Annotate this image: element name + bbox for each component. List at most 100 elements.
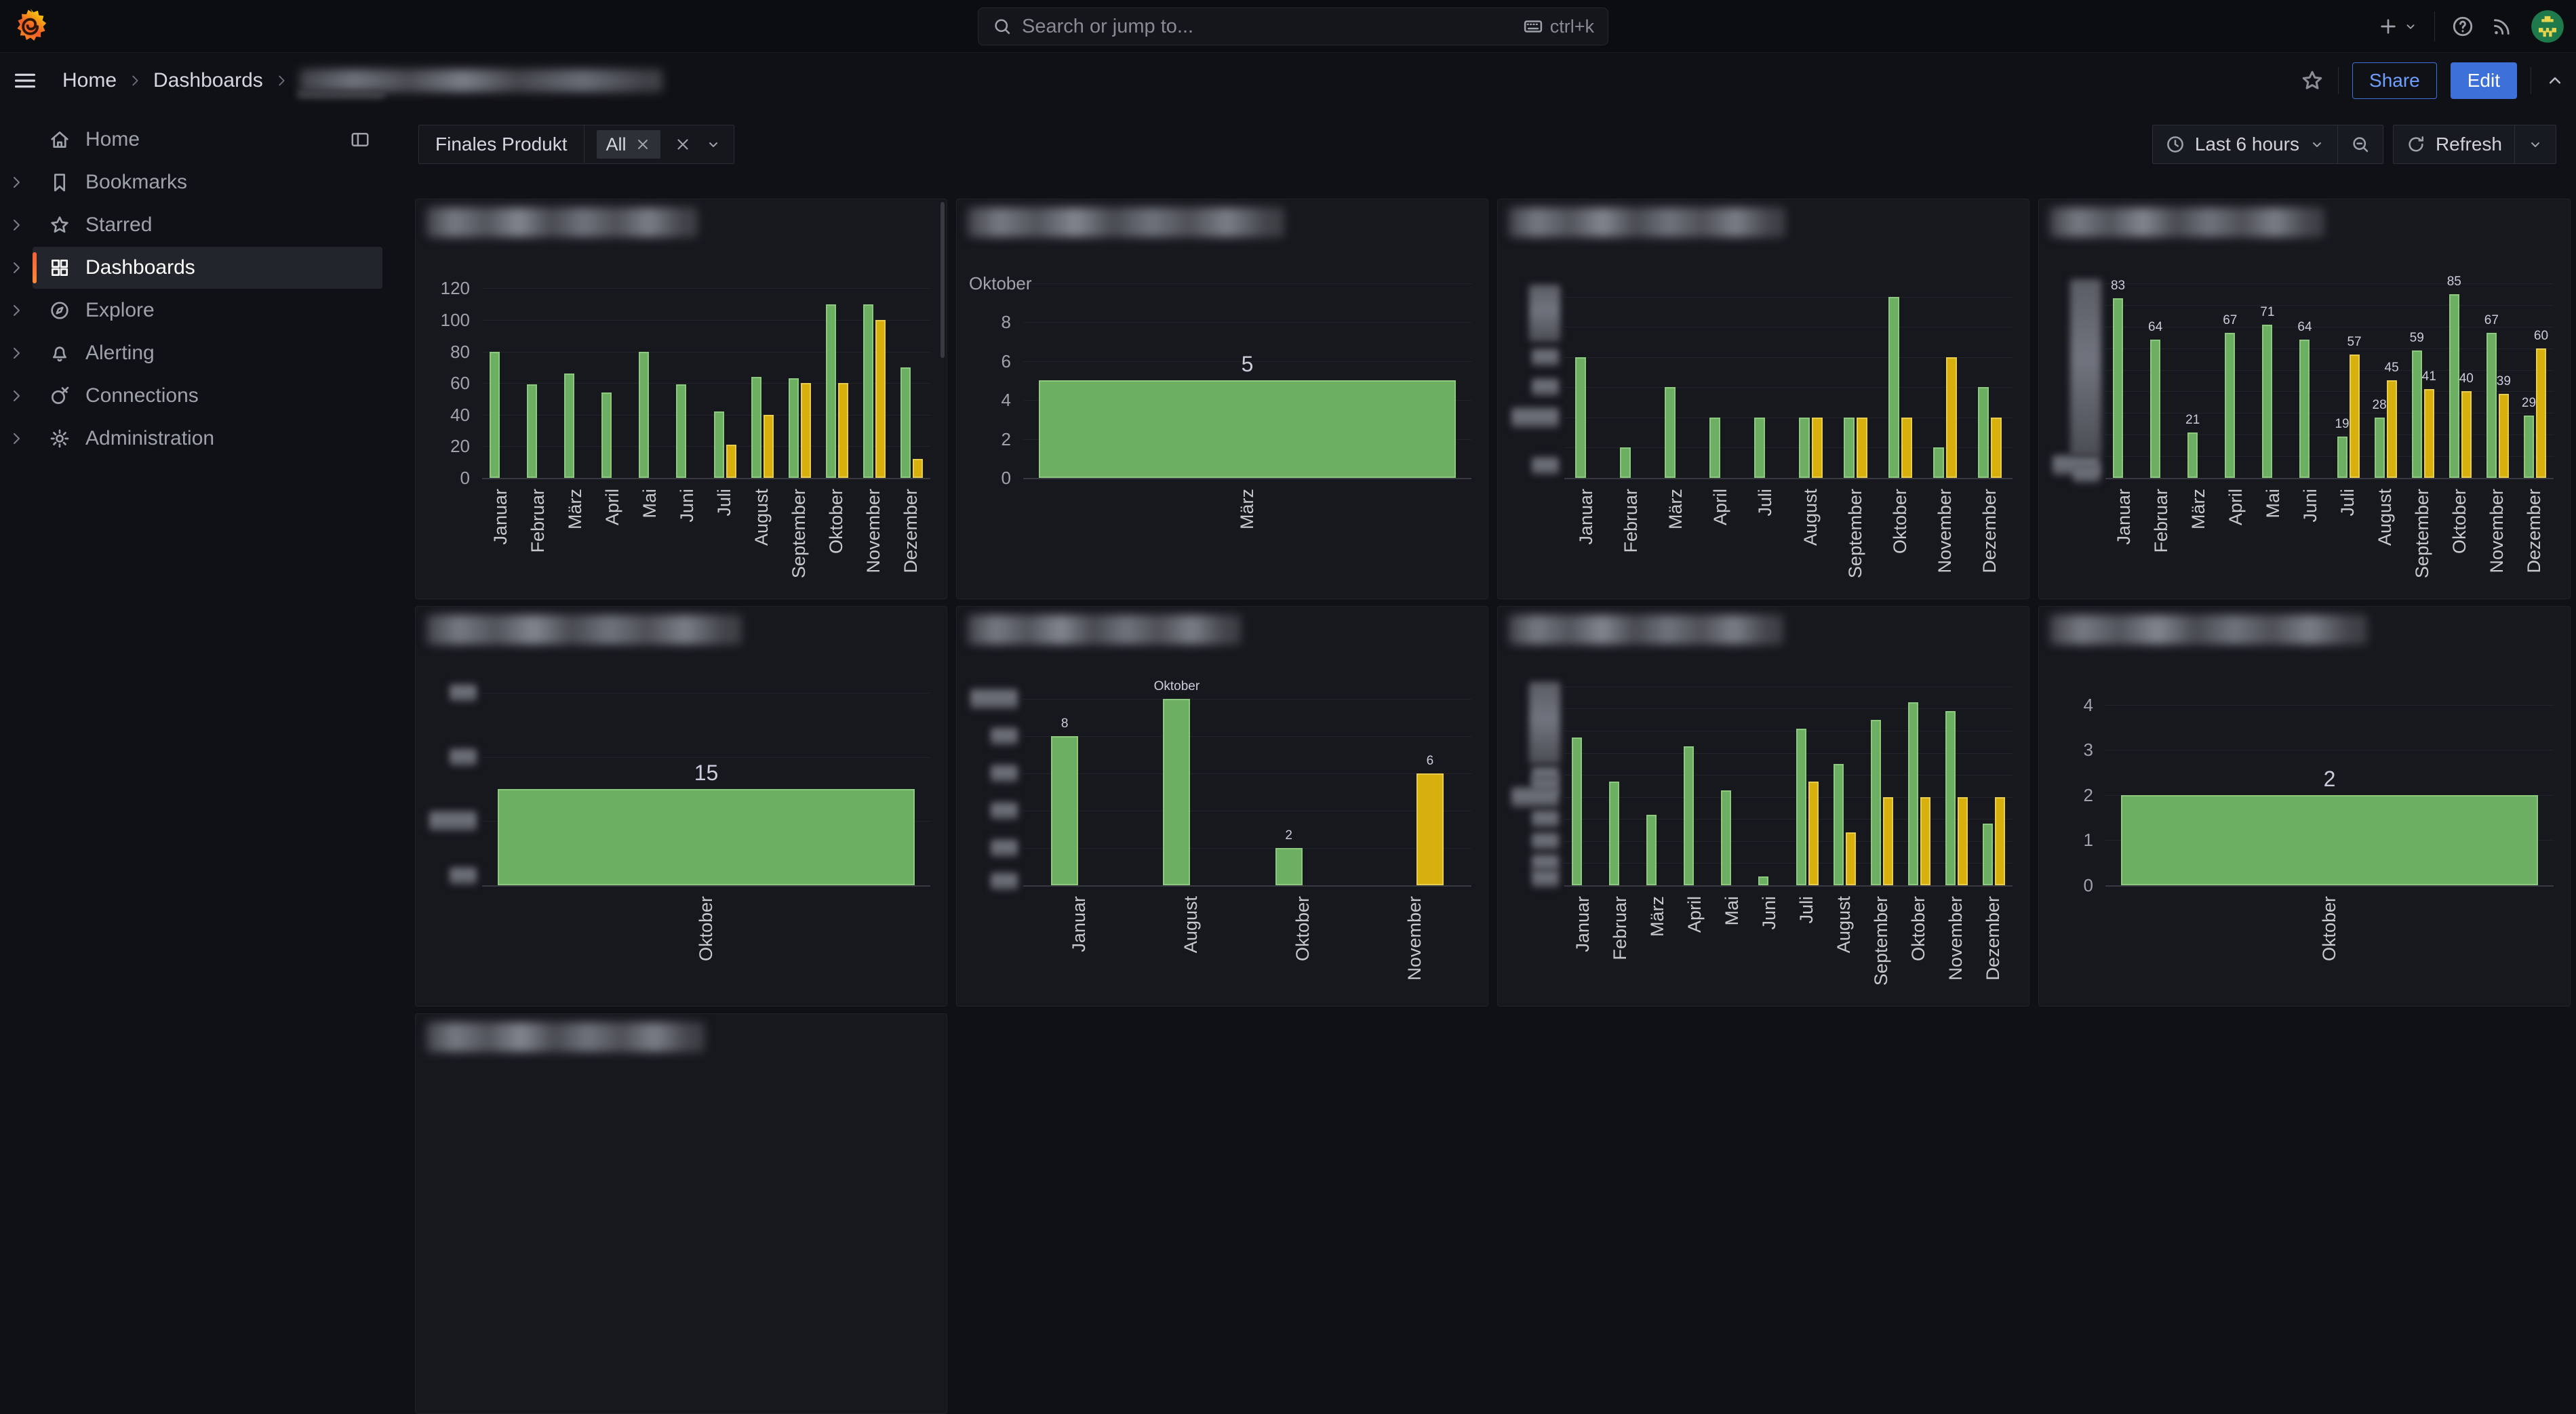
sidebar-item-explore[interactable]: Explore — [14, 289, 382, 331]
y-tick-censored — [1532, 810, 1559, 828]
y-tick-label: 8 — [1001, 312, 1011, 333]
panel-7[interactable]: 0 1 2 3 4 Oktober 2 — [2038, 606, 2571, 1007]
bar-chart: Oktober 15 — [428, 657, 937, 1002]
chevron-right-icon[interactable] — [8, 217, 24, 233]
bar-value-label: 6 — [1426, 753, 1434, 768]
sidebar-item-home[interactable]: Home — [33, 119, 382, 161]
menu-toggle-icon[interactable] — [12, 68, 38, 94]
sidebar-item-bookmarks[interactable]: Bookmarks — [14, 161, 382, 203]
x-category-label: August — [1834, 896, 1855, 954]
x-category-label: März — [1236, 489, 1257, 529]
y-tick-censored — [1532, 832, 1559, 850]
star-icon — [49, 214, 71, 236]
sidebar-item-administration[interactable]: Administration — [14, 418, 382, 460]
yellow-bar — [2461, 391, 2472, 478]
x-category-label: November — [1945, 896, 1966, 981]
y-tick-censored — [1532, 457, 1559, 475]
gridline — [2105, 478, 2554, 479]
sidebar-item-connections[interactable]: Connections — [14, 375, 382, 417]
collapse-chrome-icon[interactable] — [2545, 70, 2565, 91]
x-category-label: September — [789, 489, 810, 579]
panel-4[interactable]: Oktober 15 — [415, 606, 947, 1007]
green-bar — [490, 351, 500, 478]
filter-value-select[interactable]: All — [584, 125, 734, 164]
refresh-icon — [2409, 136, 2423, 152]
panel-scrollbar[interactable] — [940, 202, 945, 358]
refresh-interval-select[interactable] — [2515, 125, 2556, 164]
new-button[interactable] — [2377, 16, 2418, 37]
panel-6[interactable]: Januar Februar März April Mai Juni Juli August S… — [1497, 606, 2029, 1007]
avatar[interactable] — [2530, 9, 2565, 44]
green-bar — [2374, 417, 2385, 478]
chevron-right-icon[interactable] — [8, 345, 24, 361]
filter-clear-icon[interactable] — [674, 136, 692, 153]
green-bar — [1833, 763, 1844, 885]
chevron-right-icon[interactable] — [8, 430, 24, 447]
help-icon[interactable] — [2451, 15, 2474, 38]
bar-value-label: 8 — [1061, 716, 1069, 731]
compass-icon — [49, 300, 71, 321]
y-tick-label: Oktober — [969, 272, 1032, 294]
panel-0[interactable]: 0 20 40 60 80 100 120 Januar Februar März April Mai… — [415, 199, 947, 599]
panel-8[interactable] — [415, 1013, 947, 1414]
bar-chart: Januar Februar März April Mai Juni Juli August S… — [1510, 657, 2019, 1002]
y-tick-censored — [1511, 786, 1559, 807]
bar-value-label: 28 — [2372, 397, 2387, 412]
yellow-bar — [1994, 796, 2005, 885]
search-icon — [992, 16, 1012, 37]
sidebar-item-label: Connections — [85, 384, 199, 407]
gridline — [1023, 478, 1471, 479]
time-range-picker[interactable]: Last 6 hours — [2152, 125, 2338, 164]
y-tick-censored — [1532, 854, 1559, 872]
green-bar — [2150, 339, 2161, 478]
green-bar — [1796, 728, 1806, 885]
y-tick-label: 4 — [2083, 694, 2093, 715]
green-bar — [1870, 719, 1881, 885]
x-category-label: Dezember — [1979, 489, 2000, 573]
breadcrumb-dashboards[interactable]: Dashboards — [153, 69, 263, 92]
green-bar — [1646, 814, 1657, 885]
x-category-label: August — [1180, 896, 1201, 954]
share-button[interactable]: Share — [2352, 62, 2437, 99]
edit-button[interactable]: Edit — [2450, 62, 2517, 99]
news-rss-icon[interactable] — [2491, 15, 2514, 38]
sidebar-item-starred[interactable]: Starred — [14, 204, 382, 246]
panel-2[interactable]: Januar Februar März April Juli August Septembe… — [1497, 199, 2029, 599]
x-category-label: November — [1404, 896, 1425, 981]
bar-value-label: 40 — [2459, 371, 2474, 386]
star-dashboard-icon[interactable] — [2300, 68, 2324, 93]
gridline — [1564, 819, 2013, 820]
refresh-button[interactable]: Refresh — [2392, 125, 2515, 164]
bar-value-label: 2 — [1285, 828, 1292, 843]
bar-value-label: 67 — [2484, 313, 2499, 328]
breadcrumb-home[interactable]: Home — [62, 69, 117, 92]
sidebar-item-dashboards[interactable]: Dashboards — [14, 247, 382, 289]
time-zoom-out-button[interactable] — [2337, 125, 2383, 164]
panel-3[interactable]: Januar Februar März April Mai Juni Juli August S… — [2038, 199, 2571, 599]
gridline — [482, 319, 930, 321]
panel-5[interactable]: Januar August Oktober November 8 Oktober 2 6 — [956, 606, 1488, 1007]
panel-1[interactable]: 0 2 4 6 8 Oktober März 5 — [956, 199, 1488, 599]
gear-icon — [49, 428, 71, 449]
chip-remove-icon[interactable] — [635, 136, 651, 153]
dock-panel-icon[interactable] — [350, 129, 370, 150]
x-category-label: September — [1871, 896, 1892, 986]
yellow-bar — [837, 383, 848, 478]
sidebar-item-label: Bookmarks — [85, 171, 188, 193]
search-input[interactable]: Search or jump to... ctrl+k — [978, 7, 1608, 45]
sidebar: Home Bookmarks Starred Dashboards Explore Ale… — [0, 108, 393, 1067]
green-bar — [1709, 417, 1720, 478]
y-tick-label: 4 — [1001, 390, 1011, 411]
yellow-bar — [1920, 796, 1930, 885]
sidebar-item-alerting[interactable]: Alerting — [14, 332, 382, 374]
chevron-right-icon[interactable] — [8, 260, 24, 276]
green-bar — [1933, 447, 1945, 478]
filter-chip[interactable]: All — [596, 130, 660, 159]
chevron-right-icon[interactable] — [8, 388, 24, 404]
gridline — [1023, 773, 1471, 774]
chevron-right-icon[interactable] — [8, 302, 24, 319]
clock-icon — [2166, 136, 2183, 153]
chevron-down-icon[interactable] — [705, 136, 721, 153]
grafana-logo[interactable] — [11, 6, 50, 45]
chevron-right-icon[interactable] — [8, 174, 24, 190]
